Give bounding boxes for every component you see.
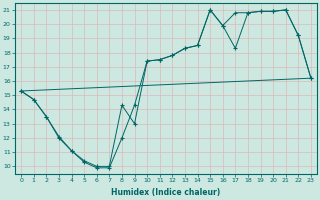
X-axis label: Humidex (Indice chaleur): Humidex (Indice chaleur)	[111, 188, 221, 197]
